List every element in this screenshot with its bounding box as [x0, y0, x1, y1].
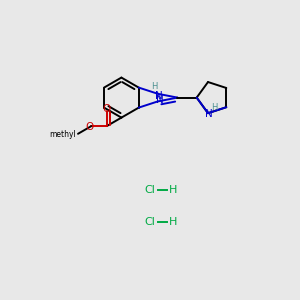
- Text: N: N: [205, 109, 213, 119]
- Text: H: H: [152, 82, 158, 91]
- Text: Cl: Cl: [145, 185, 155, 195]
- Text: H: H: [211, 103, 217, 112]
- Text: O: O: [103, 104, 111, 114]
- Text: H: H: [169, 217, 177, 227]
- Text: N: N: [156, 95, 164, 105]
- Text: methyl: methyl: [49, 130, 76, 139]
- Text: O: O: [86, 122, 94, 132]
- Text: N: N: [155, 91, 163, 101]
- Text: H: H: [169, 185, 177, 195]
- Text: Cl: Cl: [145, 217, 155, 227]
